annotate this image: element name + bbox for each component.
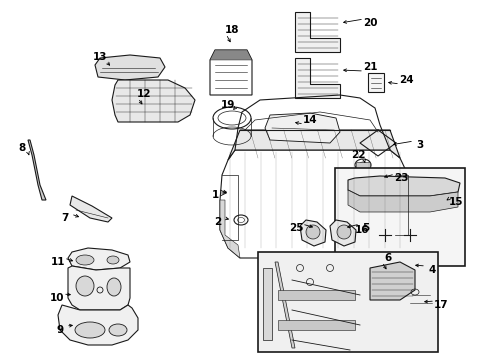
Text: 11: 11 — [51, 257, 65, 267]
Polygon shape — [347, 190, 457, 212]
Ellipse shape — [76, 255, 94, 265]
Polygon shape — [278, 290, 354, 300]
Ellipse shape — [75, 322, 105, 338]
Polygon shape — [220, 200, 240, 258]
Text: 4: 4 — [427, 265, 435, 275]
Polygon shape — [68, 266, 130, 310]
Text: 5: 5 — [362, 223, 369, 233]
Text: 23: 23 — [393, 173, 407, 183]
Polygon shape — [209, 50, 251, 60]
Text: 17: 17 — [433, 300, 447, 310]
Ellipse shape — [107, 256, 119, 264]
Text: 7: 7 — [61, 213, 68, 223]
Text: 24: 24 — [398, 75, 412, 85]
Text: 14: 14 — [302, 115, 317, 125]
Text: 3: 3 — [415, 140, 423, 150]
Polygon shape — [58, 305, 138, 345]
Text: 6: 6 — [384, 253, 391, 263]
Ellipse shape — [336, 225, 350, 239]
Text: 19: 19 — [221, 100, 235, 110]
Text: 10: 10 — [50, 293, 64, 303]
Polygon shape — [299, 220, 325, 246]
Polygon shape — [407, 278, 435, 320]
Text: 1: 1 — [211, 190, 218, 200]
Polygon shape — [347, 176, 459, 196]
Ellipse shape — [109, 324, 127, 336]
Text: 13: 13 — [93, 52, 107, 62]
Polygon shape — [70, 196, 112, 222]
Ellipse shape — [305, 225, 319, 239]
Text: 22: 22 — [350, 150, 365, 160]
Polygon shape — [274, 262, 294, 348]
Text: 25: 25 — [288, 223, 303, 233]
Polygon shape — [95, 55, 164, 80]
Text: 12: 12 — [137, 89, 151, 99]
Bar — [258, 252, 437, 352]
Text: 16: 16 — [354, 225, 368, 235]
Ellipse shape — [107, 278, 121, 296]
Polygon shape — [68, 248, 130, 270]
Text: 8: 8 — [19, 143, 25, 153]
Polygon shape — [227, 130, 399, 160]
Ellipse shape — [76, 276, 94, 296]
Text: 9: 9 — [56, 325, 63, 335]
Polygon shape — [278, 320, 354, 330]
Text: 18: 18 — [224, 25, 239, 35]
Polygon shape — [355, 162, 369, 172]
Text: 21: 21 — [362, 62, 376, 72]
Bar — [334, 168, 464, 266]
Polygon shape — [367, 73, 383, 92]
Polygon shape — [28, 140, 46, 200]
Text: 20: 20 — [362, 18, 376, 28]
Text: 2: 2 — [214, 217, 221, 227]
Polygon shape — [264, 113, 339, 143]
Polygon shape — [369, 262, 414, 300]
Text: 15: 15 — [448, 197, 462, 207]
Polygon shape — [263, 268, 271, 340]
Polygon shape — [329, 220, 355, 246]
Polygon shape — [294, 12, 339, 52]
Polygon shape — [294, 58, 339, 98]
Polygon shape — [112, 80, 195, 122]
